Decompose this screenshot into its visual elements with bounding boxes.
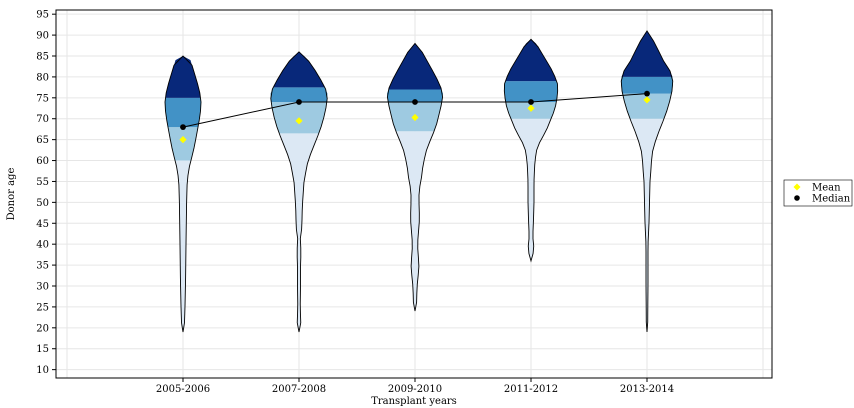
x-tick-label: 2005-2006	[156, 384, 210, 395]
violin-upper-tail	[388, 43, 442, 90]
y-tick-label: 30	[36, 282, 49, 293]
violin-lower-tail	[279, 133, 319, 332]
mean-marker	[643, 96, 651, 104]
y-tick-label: 45	[36, 219, 49, 230]
x-axis-title: Transplant years	[371, 396, 457, 407]
x-tick-label: 2011-2012	[504, 384, 558, 395]
violin-upper-tail	[505, 39, 557, 82]
mean-marker	[295, 117, 303, 125]
violin-outline	[164, 55, 202, 333]
x-tick-label: 2013-2014	[620, 384, 674, 395]
y-tick-label: 25	[36, 302, 49, 313]
violin-outline	[503, 38, 559, 263]
x-tick-label: 2009-2010	[388, 384, 442, 395]
violin-lower-tail	[396, 131, 434, 312]
median-marker	[412, 99, 418, 105]
y-tick-label: 85	[36, 52, 49, 63]
y-tick-label: 55	[36, 177, 49, 188]
legend-mean-marker	[793, 183, 801, 191]
plot-frame	[55, 9, 773, 379]
y-axis-title: Donor age	[6, 168, 17, 221]
y-tick-label: 70	[36, 114, 49, 125]
legend: Mean Median	[783, 179, 853, 207]
legend-mean-label: Mean	[812, 183, 841, 194]
violin-upper-tail	[621, 30, 673, 77]
y-tick-label: 95	[36, 10, 49, 21]
violin-upper-quartile	[504, 81, 558, 102]
violin-lower-tail	[175, 160, 191, 332]
legend-median-label: Median	[812, 194, 851, 205]
y-tick-label: 35	[36, 261, 49, 272]
mean-marker	[527, 104, 535, 112]
legend-median-marker	[794, 195, 800, 201]
y-tick-label: 20	[36, 323, 49, 334]
violin-upper-quartile	[387, 89, 443, 102]
violin-2009-2010	[386, 42, 444, 312]
y-tick-label: 75	[36, 93, 49, 104]
y-tick-label: 90	[36, 31, 49, 42]
markers	[179, 90, 651, 144]
violin-upper-tail	[165, 56, 201, 98]
y-tick-label: 65	[36, 135, 49, 146]
violin-lower-tail	[511, 118, 551, 261]
violin-outline	[386, 42, 444, 312]
violin-upper-quartile	[621, 76, 673, 94]
violin-outline	[270, 51, 328, 333]
violin-upper-quartile	[270, 87, 328, 102]
x-tick-label: 2007-2008	[272, 384, 326, 395]
violin-2013-2014	[620, 30, 674, 333]
y-tick-label: 40	[36, 240, 49, 251]
violin-lower-quartile	[168, 127, 198, 161]
violin-upper-tail	[273, 51, 325, 88]
violin-outline	[620, 30, 674, 333]
y-tick-label: 80	[36, 72, 49, 83]
violin-2005-2006	[164, 55, 202, 333]
x-axis: 2005-2006 2007-2008 2009-2010 2011-2012 2013…	[156, 378, 674, 395]
violin-lower-quartile	[622, 93, 672, 119]
mean-marker	[411, 113, 419, 122]
violin-lower-tail	[630, 118, 664, 332]
median-marker	[180, 124, 186, 130]
median-marker	[528, 99, 534, 105]
y-axis: 10 15 20 25 30 35 40 45 50 55 60 65 70 75 80 85 90 95	[36, 10, 56, 376]
legend-box	[783, 179, 853, 207]
y-tick-label: 10	[36, 365, 49, 376]
y-tick-label: 50	[36, 198, 49, 209]
y-tick-label: 15	[36, 344, 49, 355]
y-tick-label: 60	[36, 156, 49, 167]
mean-marker	[179, 136, 187, 144]
median-marker	[296, 99, 302, 105]
violin-upper-quartile	[165, 97, 201, 128]
violin-2011-2012	[503, 38, 559, 263]
violins	[164, 30, 674, 333]
median-marker	[644, 90, 650, 97]
